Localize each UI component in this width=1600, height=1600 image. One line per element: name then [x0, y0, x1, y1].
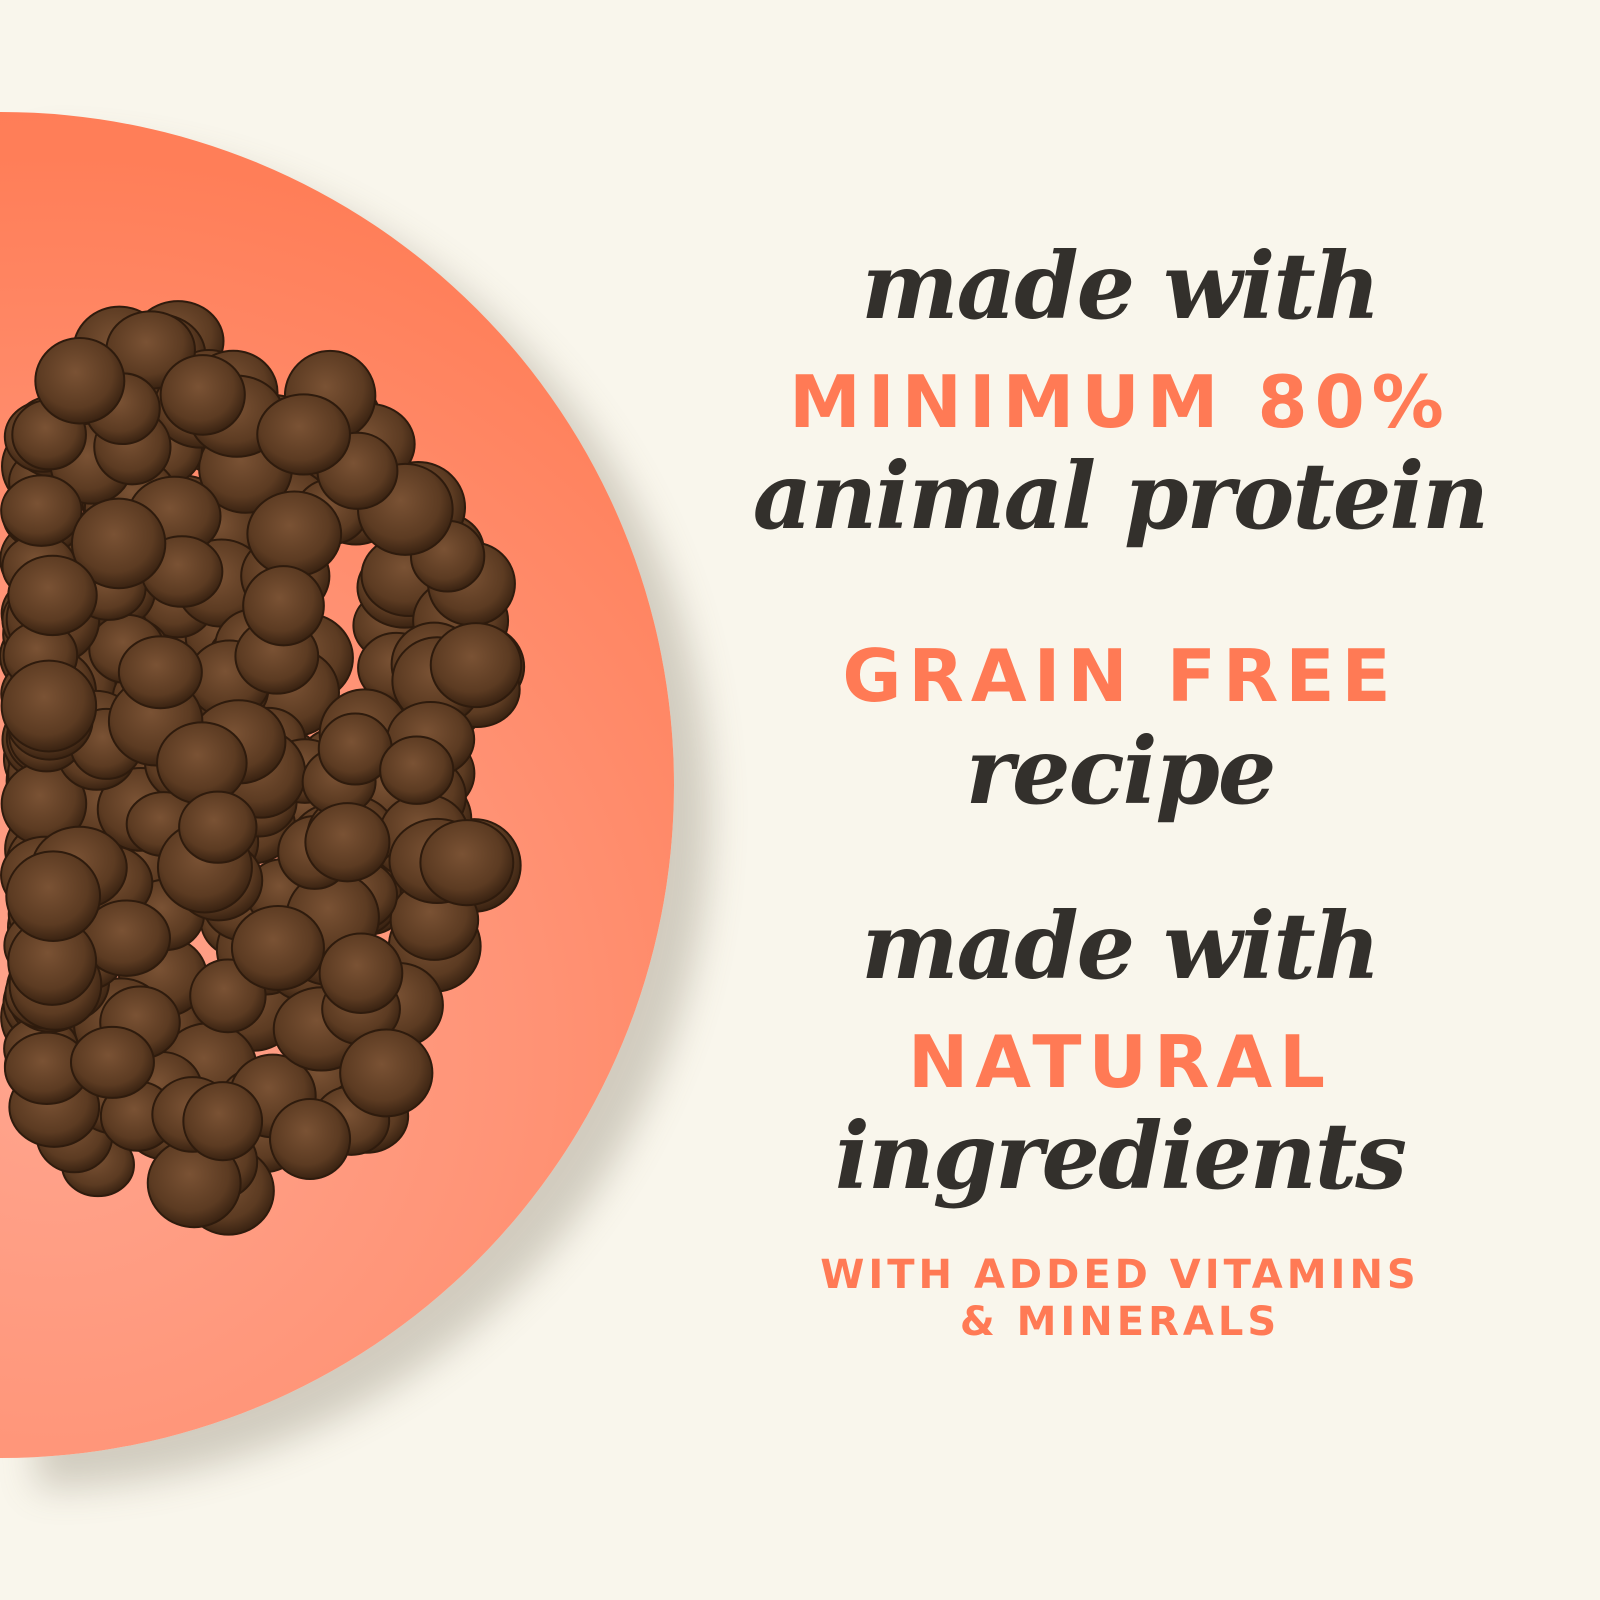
kibble-piece: [318, 932, 404, 1015]
kibble-piece: [230, 904, 325, 991]
kibble-piece: [0, 474, 83, 547]
kibble-piece: [419, 819, 515, 907]
recipe-text: recipe: [965, 717, 1277, 825]
vitamins-text: WITH ADDED VITAMINS: [820, 1252, 1420, 1298]
natural-claim: NATURAL: [907, 1020, 1332, 1104]
kibble-piece: [159, 354, 246, 436]
grain-free-claim: GRAIN FREE: [842, 634, 1398, 718]
kibble-piece: [156, 721, 248, 805]
made-with-heading-1: made with: [861, 232, 1380, 340]
kibble-piece: [34, 336, 126, 425]
kibble-piece: [242, 565, 325, 647]
kibble-pile: [0, 300, 526, 1236]
kibble-piece: [379, 735, 455, 805]
minimum-protein-claim: MINIMUM 80%: [789, 360, 1451, 444]
kibble-piece: [117, 635, 203, 710]
kibble-piece: [256, 393, 351, 476]
kibble-piece: [178, 790, 258, 864]
kibble-piece: [304, 802, 391, 883]
kibble-piece: [5, 850, 102, 943]
ingredients-text: ingredients: [834, 1102, 1407, 1210]
kibble-piece: [0, 659, 98, 753]
kibble-piece: [182, 1081, 264, 1162]
kibble-piece: [69, 1025, 155, 1099]
kibble-piece: [429, 622, 523, 709]
kibble-piece: [246, 490, 343, 578]
kibble-piece: [70, 497, 167, 590]
made-with-heading-2: made with: [861, 892, 1380, 1000]
minerals-text: & MINERALS: [959, 1299, 1281, 1345]
kibble-piece: [339, 1028, 434, 1118]
kibble-piece: [269, 1097, 352, 1181]
kibble-piece: [7, 554, 98, 637]
animal-protein-text: animal protein: [752, 442, 1489, 550]
